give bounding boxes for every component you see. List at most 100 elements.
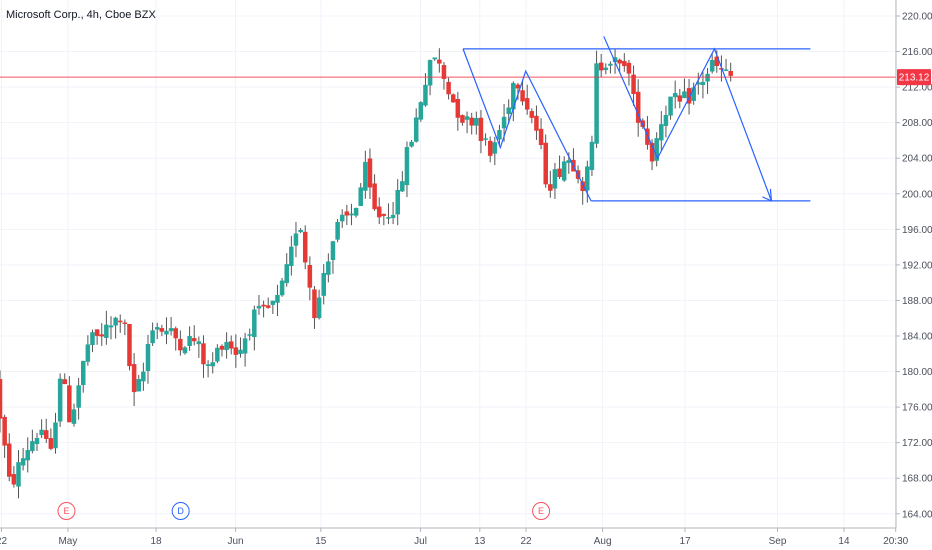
candle-body: [117, 320, 123, 323]
candle-body: [483, 138, 488, 140]
candle-body: [48, 438, 54, 449]
candle-body: [164, 330, 169, 335]
candle-body: [450, 94, 456, 103]
candle-body: [228, 341, 234, 349]
candle-body: [455, 99, 461, 118]
x-tick-label: Jun: [227, 536, 243, 547]
candle-body: [141, 371, 146, 382]
candle-body: [427, 60, 433, 86]
candle-body: [358, 187, 363, 206]
candle-body: [598, 62, 604, 71]
candle-body: [224, 341, 229, 350]
candle-body: [178, 338, 183, 351]
candle-body: [233, 347, 239, 355]
candle-body: [131, 364, 137, 393]
candle-body: [631, 74, 636, 95]
candle-body: [608, 63, 613, 66]
event-badge-label: E: [63, 506, 69, 516]
candle-body: [594, 63, 599, 144]
candle-body: [700, 81, 706, 86]
candle-body: [617, 59, 622, 64]
candle-body: [464, 116, 470, 120]
candle-body: [122, 322, 128, 325]
candle-body: [196, 341, 202, 345]
candle-body: [663, 115, 669, 126]
y-tick-label: 172.00: [902, 438, 932, 449]
candle-body: [219, 345, 225, 350]
candle-body: [127, 324, 132, 367]
y-tick-label: 204.00: [902, 154, 932, 165]
candle-body: [557, 168, 562, 178]
candle-body: [418, 102, 424, 120]
candle-body: [99, 334, 104, 337]
candle-body: [270, 300, 276, 305]
arrow-head: [762, 188, 773, 202]
current-price-tag: [897, 69, 931, 86]
candle-body: [71, 409, 77, 424]
candle-body: [478, 117, 484, 141]
candle-body: [682, 91, 687, 99]
candle-body: [113, 317, 118, 326]
chart-title: Microsoft Corp., 4h, Cboe BZX: [6, 9, 156, 21]
candle-body: [344, 211, 350, 216]
candle-body: [284, 264, 289, 284]
candle-body: [367, 158, 373, 188]
candle-body: [187, 336, 192, 346]
candle-body: [108, 325, 114, 328]
y-tick-label: 200.00: [902, 189, 932, 200]
candle-body: [150, 330, 155, 344]
candle-body: [339, 214, 345, 222]
y-tick-label: 208.00: [902, 118, 932, 129]
candle-body: [43, 430, 49, 439]
candle-body: [16, 462, 21, 487]
candle-body: [145, 343, 151, 371]
candle-body: [709, 60, 715, 72]
x-tick-label: May: [58, 536, 77, 547]
candle-body: [173, 328, 178, 339]
candle-body: [265, 305, 271, 308]
candle-body: [94, 329, 100, 336]
candle-body: [67, 385, 72, 423]
candle-body: [372, 183, 377, 210]
drawing-layer[interactable]: [0, 36, 896, 202]
candle-body: [252, 309, 257, 338]
candle-body: [289, 246, 294, 266]
candle-body: [723, 69, 729, 71]
pattern-polyline: [603, 36, 772, 202]
candle-body: [728, 71, 733, 76]
candle-body: [548, 184, 553, 191]
candle-body: [622, 60, 627, 67]
candle-body: [215, 347, 220, 362]
candle-body: [353, 207, 359, 216]
candle-body: [529, 111, 535, 118]
y-tick-label: 180.00: [902, 367, 932, 378]
y-tick-label: 168.00: [902, 474, 932, 485]
candle-body: [302, 231, 308, 263]
y-tick-label: 196.00: [902, 225, 932, 236]
x-tick-label: 13: [474, 536, 486, 547]
candle-body: [154, 327, 160, 330]
event-badge: [57, 502, 76, 520]
candle-body: [279, 280, 285, 296]
candle-body: [85, 344, 91, 362]
candle-body: [520, 90, 525, 102]
candle-body: [492, 142, 498, 154]
x-tick-label: 20:30: [883, 536, 908, 547]
x-tick-label: 14: [838, 536, 850, 547]
y-tick-label: 184.00: [902, 332, 932, 343]
candle-body: [247, 334, 252, 336]
candle-body: [76, 385, 81, 408]
candle-layer: [0, 48, 733, 499]
y-tick-label: 176.00: [902, 403, 932, 414]
candle-body: [390, 214, 396, 219]
y-tick-label: 164.00: [902, 509, 932, 520]
candle-body: [330, 241, 336, 260]
event-badge-label: E: [538, 506, 544, 516]
candle-body: [474, 118, 479, 126]
candle-body: [446, 81, 451, 95]
candle-body: [501, 116, 507, 129]
candle-body: [649, 142, 655, 162]
